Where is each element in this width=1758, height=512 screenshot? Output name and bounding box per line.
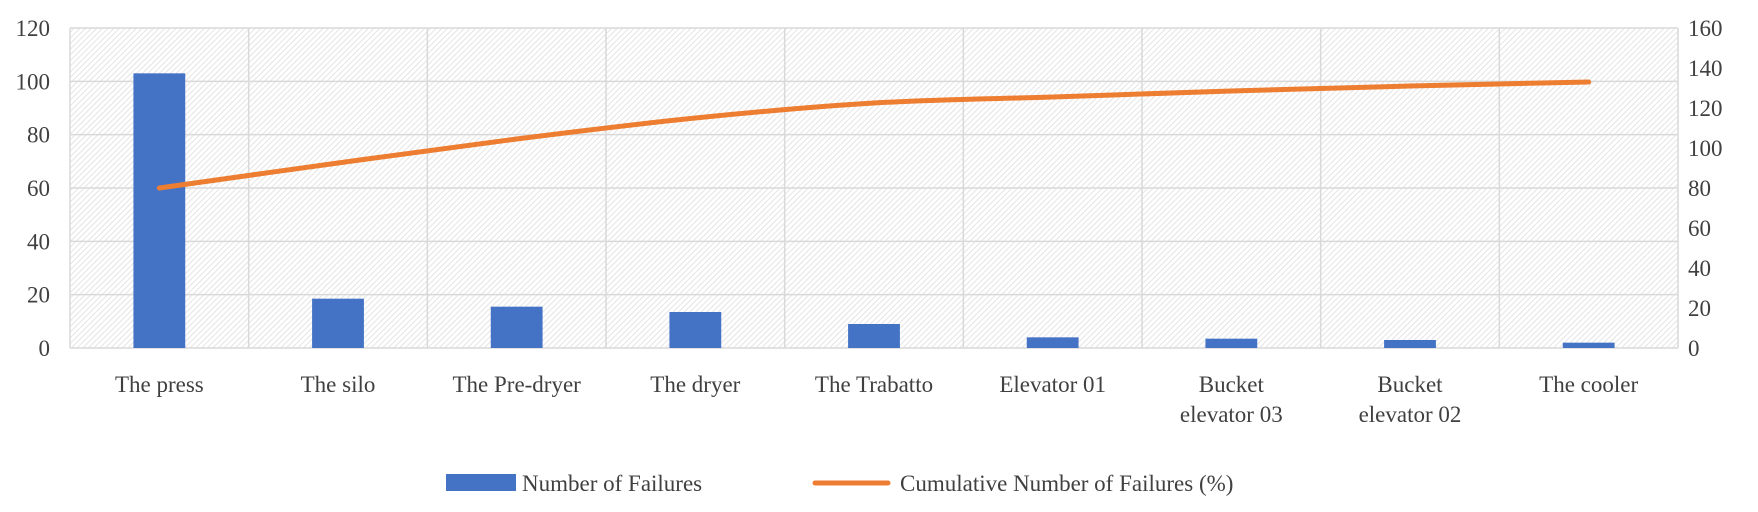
- right-y-axis: 0 20 40 60 80 100 120 140 160: [1688, 16, 1723, 361]
- legend: Number of Failures Cumulative Number of F…: [446, 471, 1233, 496]
- bar: [312, 298, 364, 348]
- bar: [1562, 342, 1615, 348]
- bar: [1205, 338, 1258, 348]
- category-label: The Pre-dryer: [452, 372, 581, 397]
- left-tick-label: 100: [16, 69, 51, 94]
- left-tick-label: 60: [27, 176, 50, 201]
- legend-label-bars: Number of Failures: [522, 471, 702, 496]
- legend-label-line: Cumulative Number of Failures (%): [900, 471, 1233, 496]
- left-y-axis: 0 20 40 60 80 100 120: [16, 16, 51, 361]
- right-tick-label: 120: [1688, 96, 1723, 121]
- x-axis: The press The silo The Pre-dryer The dryer T…: [115, 372, 1639, 427]
- right-tick-label: 140: [1688, 56, 1723, 81]
- bar: [133, 73, 186, 348]
- right-tick-label: 40: [1688, 256, 1711, 281]
- left-tick-label: 40: [27, 229, 50, 254]
- legend-swatch-bars: [446, 474, 516, 491]
- category-label: The dryer: [650, 372, 740, 397]
- gridlines: [69, 27, 1679, 349]
- category-label: The silo: [301, 372, 376, 397]
- bar: [1384, 340, 1436, 348]
- right-tick-label: 60: [1688, 216, 1711, 241]
- right-tick-label: 80: [1688, 176, 1711, 201]
- right-tick-label: 100: [1688, 136, 1723, 161]
- category-label: Bucket elevator 02: [1359, 372, 1462, 427]
- bar: [848, 324, 900, 348]
- right-tick-label: 0: [1688, 336, 1700, 361]
- bar: [1026, 337, 1079, 348]
- bar-series: [133, 73, 1615, 348]
- left-tick-label: 120: [16, 16, 51, 41]
- category-label: The Trabatto: [815, 372, 933, 397]
- category-label: Bucket elevator 03: [1180, 372, 1283, 427]
- category-label: The press: [115, 372, 204, 397]
- bar: [669, 312, 722, 348]
- bar: [490, 306, 543, 348]
- left-tick-label: 80: [27, 123, 50, 148]
- right-tick-label: 20: [1688, 296, 1711, 321]
- category-label: Elevator 01: [999, 372, 1106, 397]
- left-tick-label: 0: [39, 336, 51, 361]
- left-tick-label: 20: [27, 283, 50, 308]
- line-series: [156, 79, 1592, 191]
- right-tick-label: 160: [1688, 16, 1723, 41]
- category-label: The cooler: [1539, 372, 1638, 397]
